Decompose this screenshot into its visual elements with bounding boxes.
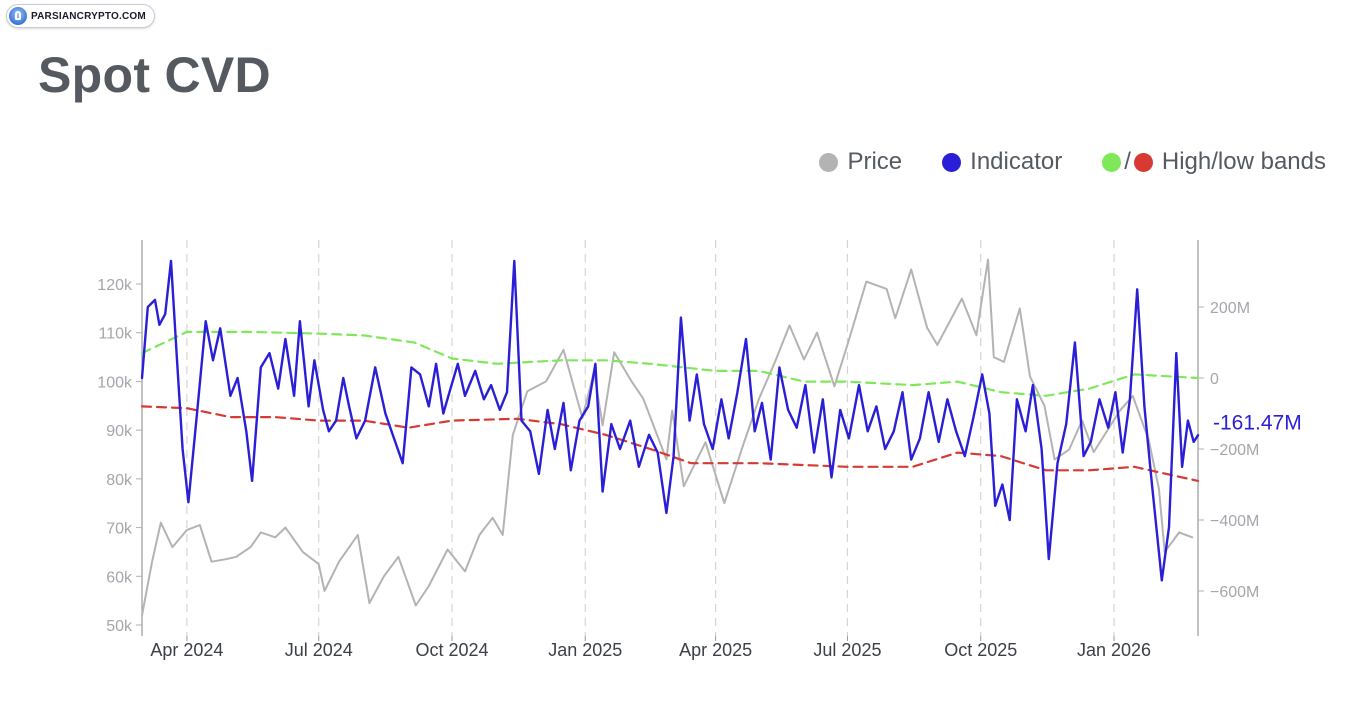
legend-dot-indicator bbox=[942, 152, 962, 172]
legend-dot-price bbox=[819, 152, 839, 172]
legend-label-bands: High/low bands bbox=[1161, 148, 1326, 175]
x-tick-label: Oct 2024 bbox=[415, 640, 488, 660]
indicator-last-value-label: -161.47M bbox=[1213, 411, 1302, 434]
x-tick-label: Jul 2024 bbox=[285, 640, 353, 660]
legend-dots-bands: / bbox=[1102, 148, 1153, 176]
axes bbox=[136, 240, 1204, 641]
y-right-tick-label: 0 bbox=[1210, 371, 1219, 388]
y-right-tick-label: −200M bbox=[1210, 442, 1259, 459]
x-tick-label: Jul 2025 bbox=[813, 640, 881, 660]
series-line-price bbox=[141, 258, 1194, 617]
y-left-tick-label: 110k bbox=[98, 326, 133, 343]
y-left-tick-label: 50k bbox=[106, 618, 133, 635]
series-lines bbox=[140, 258, 1200, 617]
x-tick-label: Jan 2026 bbox=[1077, 640, 1151, 660]
legend-dot-high-band bbox=[1102, 152, 1122, 172]
y-right-tick-label: −400M bbox=[1210, 513, 1259, 530]
legend-label-price: Price bbox=[847, 148, 903, 175]
y-right-tick-label: −600M bbox=[1210, 584, 1259, 601]
series-line-high-band bbox=[140, 330, 1200, 397]
watermark-text: PARSIANCRYPTO.COM bbox=[31, 10, 146, 22]
y-left-tick-label: 100k bbox=[97, 374, 133, 391]
y-left-tick-label: 120k bbox=[97, 277, 133, 294]
y-right-tick-label: 200M bbox=[1210, 300, 1250, 317]
y-left-tick-label: 70k bbox=[106, 521, 133, 538]
legend-label-indicator: Indicator bbox=[970, 148, 1063, 175]
x-tick-label: Oct 2025 bbox=[944, 640, 1017, 660]
x-tick-label: Apr 2024 bbox=[150, 640, 223, 660]
series-line-low-band bbox=[140, 405, 1200, 482]
legend-dot-low-band bbox=[1133, 152, 1153, 172]
chart-legend: Price Indicator / High/low bands bbox=[779, 148, 1326, 176]
legend-item-bands[interactable]: / High/low bands bbox=[1102, 148, 1326, 176]
watermark-badge: PARSIANCRYPTO.COM bbox=[6, 4, 155, 28]
x-tick-label: Apr 2025 bbox=[679, 640, 752, 660]
tick-labels: Apr 2024 Jul 2024 Oct 2024 Jan 2025 Apr 2025… bbox=[97, 277, 1301, 660]
legend-item-indicator[interactable]: Indicator bbox=[942, 148, 1062, 176]
logo-icon bbox=[9, 7, 27, 25]
x-tick-label: Jan 2025 bbox=[548, 640, 622, 660]
legend-item-price[interactable]: Price bbox=[819, 148, 902, 176]
y-left-tick-label: 80k bbox=[106, 472, 133, 489]
legend-slash: / bbox=[1124, 148, 1131, 175]
y-left-tick-label: 90k bbox=[106, 423, 133, 440]
series-line-indicator bbox=[140, 259, 1200, 582]
chart-title: Spot CVD bbox=[38, 47, 271, 103]
y-left-tick-label: 60k bbox=[106, 569, 133, 586]
